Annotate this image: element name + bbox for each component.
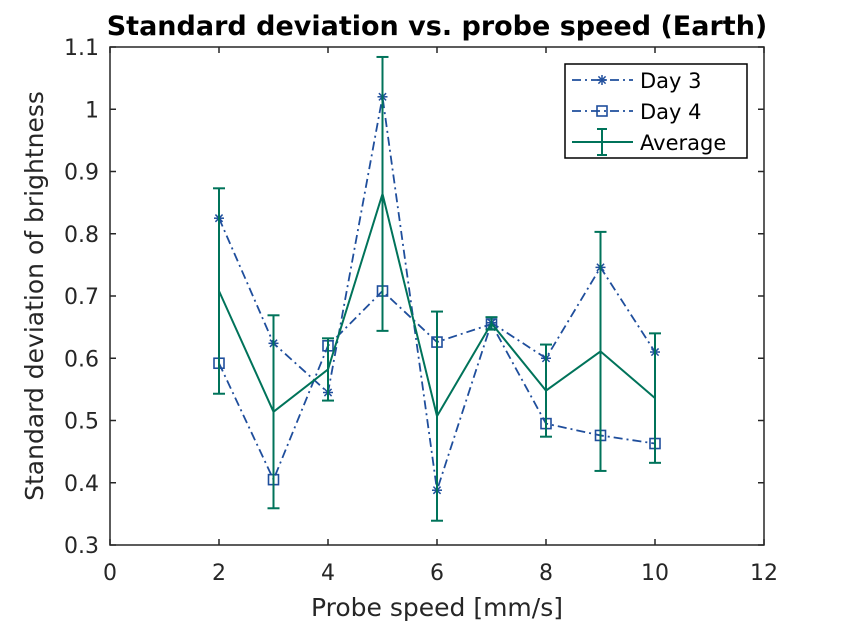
- x-axis-label: Probe speed [mm/s]: [311, 593, 563, 622]
- x-tick-label: 12: [750, 561, 778, 586]
- y-tick-label: 0.7: [64, 285, 99, 310]
- x-tick-label: 8: [539, 561, 553, 586]
- chart-title: Standard deviation vs. probe speed (Eart…: [107, 11, 768, 42]
- series-average: [213, 55, 661, 522]
- error-bar: [267, 314, 280, 510]
- y-axis-label: Standard deviation of brightness: [20, 91, 49, 501]
- error-bar: [485, 316, 498, 331]
- x-tick-label: 0: [103, 561, 117, 586]
- legend-label: Average: [640, 131, 726, 155]
- error-bar: [376, 55, 389, 332]
- y-tick-label: 1.1: [64, 36, 99, 61]
- legend-label: Day 3: [640, 69, 702, 93]
- marker-stroke: [597, 75, 607, 85]
- error-bar: [431, 310, 443, 522]
- legend-item-day-4: Day 4: [572, 100, 702, 124]
- error-bar: [322, 337, 334, 402]
- error-bar: [213, 187, 225, 395]
- y-tick-label: 0.3: [64, 534, 99, 559]
- error-bar: [649, 332, 661, 464]
- x-tick-label: 10: [641, 561, 669, 586]
- x-tick-label: 6: [430, 561, 444, 586]
- x-tick-label: 4: [321, 561, 335, 586]
- error-bar: [594, 230, 607, 472]
- y-tick-label: 0.5: [64, 410, 99, 435]
- legend-marker: [597, 75, 607, 85]
- legend-item-day-3: Day 3: [572, 69, 702, 93]
- y-tick-label: 0.6: [64, 347, 99, 372]
- y-tick-label: 0.9: [64, 161, 99, 186]
- y-tick-label: 0.8: [64, 223, 99, 248]
- legend-marker: [596, 105, 608, 117]
- x-tick-label: 2: [212, 561, 226, 586]
- y-tick-label: 1: [85, 98, 99, 123]
- error-bar: [540, 343, 552, 438]
- legend: Day 3 Day 4 Average: [564, 63, 748, 159]
- legend-item-average: Average: [572, 128, 726, 156]
- y-tick-label: 0.4: [64, 472, 99, 497]
- legend-label: Day 4: [640, 100, 702, 124]
